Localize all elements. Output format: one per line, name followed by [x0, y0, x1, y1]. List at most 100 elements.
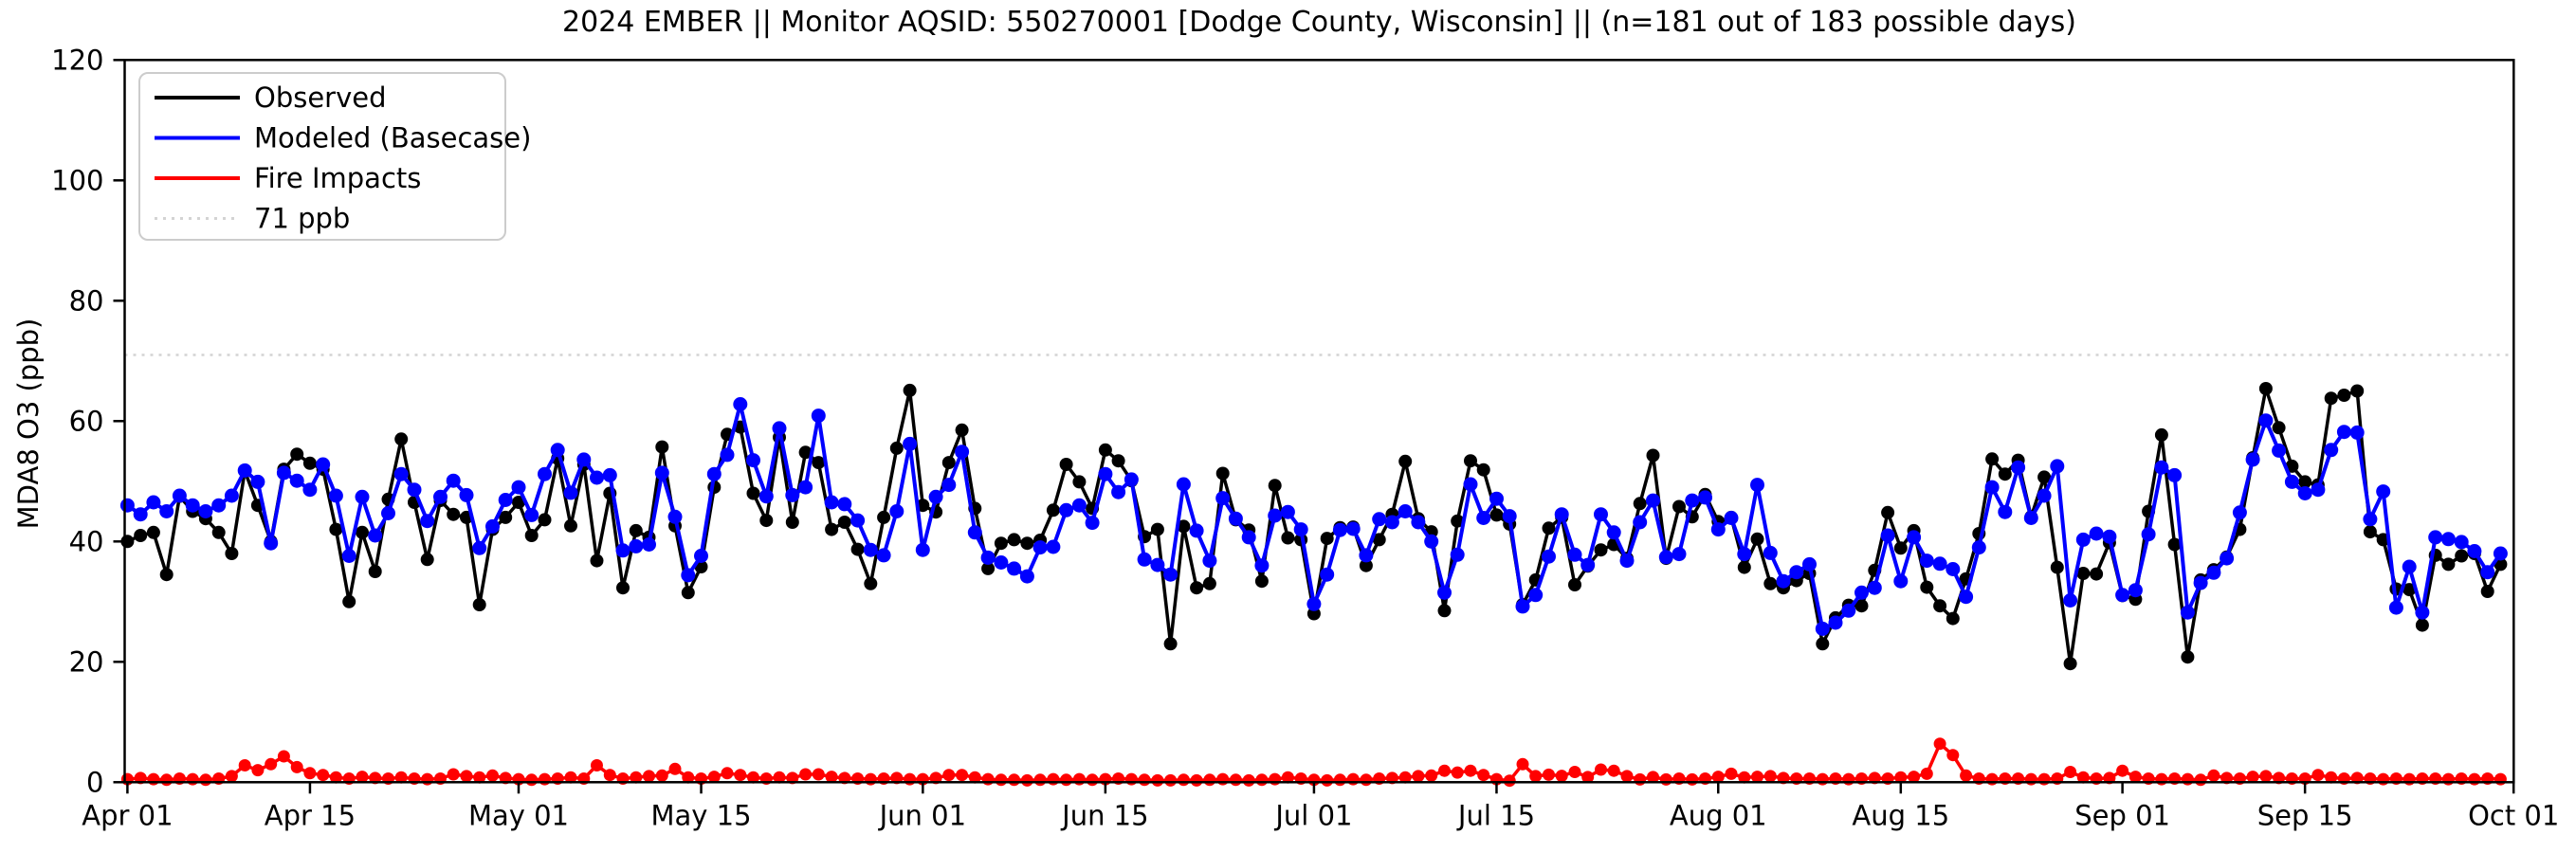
modeled-basecase-marker — [2154, 460, 2169, 475]
modeled-basecase-marker — [1789, 565, 1804, 580]
fire-impacts-marker — [329, 771, 342, 784]
fire-impacts-marker — [1020, 773, 1033, 787]
fire-impacts-marker — [2259, 770, 2273, 783]
observed-marker — [629, 523, 643, 537]
fire-impacts-marker — [1138, 773, 1151, 787]
fire-impacts-marker — [460, 770, 473, 783]
observed-marker — [1046, 503, 1060, 517]
fire-impacts-marker — [2311, 769, 2325, 782]
modeled-basecase-marker — [720, 447, 735, 463]
modeled-basecase-marker — [1698, 490, 1712, 505]
modeled-basecase-marker — [1372, 512, 1387, 527]
modeled-basecase-marker — [289, 473, 304, 488]
observed-marker — [1672, 499, 1686, 514]
modeled-basecase-marker — [758, 489, 774, 504]
observed-marker — [1920, 580, 1934, 594]
observed-marker — [420, 553, 434, 567]
fire-impacts-marker — [1255, 773, 1269, 787]
fire-impacts-marker — [447, 768, 460, 781]
fire-impacts-marker — [238, 759, 251, 771]
modeled-basecase-marker — [733, 397, 748, 411]
x-tick-label: Jul 15 — [1456, 799, 1535, 831]
observed-marker — [837, 516, 851, 529]
modeled-basecase-marker — [903, 436, 918, 451]
fire-impacts-marker — [356, 771, 369, 784]
modeled-basecase-marker — [1776, 573, 1791, 589]
modeled-basecase-marker — [407, 482, 422, 498]
fire-impacts-marker — [707, 771, 721, 784]
modeled-basecase-marker — [2089, 526, 2104, 541]
modeled-basecase-marker — [1176, 477, 1191, 492]
fire-impacts-marker — [1229, 773, 1242, 787]
x-tick-label: May 01 — [468, 799, 569, 831]
modeled-basecase-marker — [2232, 505, 2247, 520]
modeled-basecase-marker — [1502, 509, 1517, 524]
modeled-basecase-marker — [2324, 443, 2339, 458]
observed-marker — [1268, 479, 1282, 493]
modeled-basecase-marker — [1724, 511, 1739, 525]
modeled-basecase-marker — [446, 473, 461, 488]
fire-impacts-marker — [812, 768, 825, 781]
modeled-basecase-marker — [2128, 583, 2143, 598]
fire-impacts-marker — [1894, 771, 1908, 784]
modeled-basecase-marker — [1163, 567, 1178, 582]
modeled-basecase-marker — [264, 535, 279, 551]
fire-impacts-marker — [1960, 769, 1973, 782]
modeled-basecase-marker — [1971, 540, 1986, 555]
modeled-basecase-marker — [2284, 474, 2299, 489]
fire-impacts-marker — [1451, 766, 1464, 779]
observed-marker — [746, 486, 760, 500]
fire-impacts-marker — [773, 771, 786, 784]
observed-marker — [2337, 389, 2351, 402]
modeled-basecase-marker — [198, 504, 213, 518]
fire-impacts-marker — [2325, 771, 2338, 784]
fire-impacts-marker — [2207, 769, 2220, 782]
modeled-basecase-marker — [654, 465, 669, 481]
fire-impacts-marker — [2468, 772, 2481, 786]
fire-impacts-marker — [1842, 772, 1855, 786]
modeled-basecase-marker — [2258, 413, 2274, 428]
x-tick-label: Sep 01 — [2074, 799, 2170, 831]
modeled-basecase-marker — [2180, 605, 2195, 620]
modeled-basecase-marker — [2167, 467, 2183, 482]
fire-impacts-marker — [2246, 771, 2259, 784]
modeled-basecase-marker — [1019, 569, 1034, 584]
modeled-basecase-marker — [2415, 605, 2430, 620]
x-tick-label: Aug 01 — [1670, 799, 1767, 831]
modeled-basecase-marker — [146, 495, 161, 510]
modeled-basecase-marker — [1867, 580, 1882, 595]
modeled-basecase-marker — [2245, 452, 2260, 467]
fire-impacts-marker — [1242, 773, 1255, 787]
fire-impacts-marker — [1738, 771, 1751, 784]
modeled-basecase-marker — [1893, 573, 1909, 589]
observed-marker — [1072, 475, 1087, 489]
fire-impacts-marker — [1072, 772, 1086, 786]
modeled-basecase-marker — [2193, 575, 2208, 590]
observed-marker — [850, 542, 865, 556]
fire-impacts-marker — [1686, 772, 1699, 786]
modeled-basecase-marker — [1268, 508, 1283, 523]
modeled-basecase-marker — [1998, 504, 2013, 519]
modeled-basecase-marker — [1293, 522, 1308, 537]
fire-impacts-marker — [2494, 772, 2507, 786]
fire-impacts-marker — [668, 762, 682, 775]
fire-impacts-marker — [1985, 772, 1999, 786]
observed-marker — [1750, 532, 1764, 546]
observed-marker — [2272, 421, 2286, 435]
modeled-basecase-marker — [1476, 511, 1491, 525]
fire-impacts-marker — [2181, 772, 2194, 786]
modeled-basecase-marker — [1672, 547, 1687, 562]
observed-marker — [1202, 576, 1216, 590]
fire-impacts-marker — [199, 773, 212, 787]
fire-impacts-marker — [1711, 771, 1725, 784]
modeled-basecase-marker — [928, 489, 943, 504]
modeled-basecase-marker — [368, 528, 383, 543]
modeled-basecase-marker — [1567, 547, 1582, 562]
modeled-basecase-marker — [224, 488, 239, 503]
modeled-basecase-marker — [1071, 498, 1087, 513]
fire-impacts-marker — [1346, 772, 1360, 786]
modeled-basecase-marker — [211, 498, 227, 513]
observed-marker — [1881, 505, 1895, 519]
modeled-basecase-marker — [1515, 599, 1530, 614]
